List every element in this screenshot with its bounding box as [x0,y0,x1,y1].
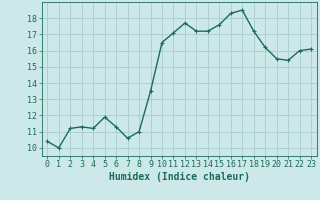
X-axis label: Humidex (Indice chaleur): Humidex (Indice chaleur) [109,172,250,182]
